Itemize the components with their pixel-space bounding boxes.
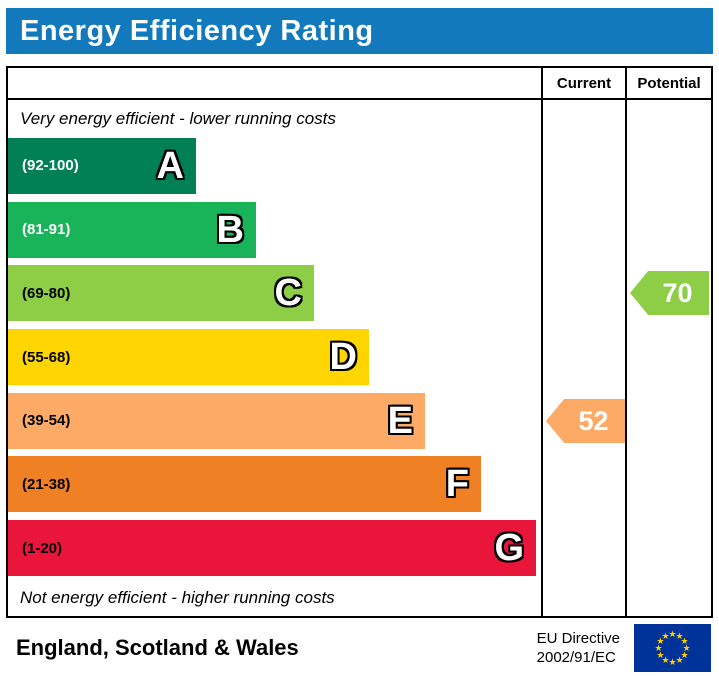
band-a-letter: A xyxy=(156,144,184,187)
band-list: (92-100) A (81-91) B (69-80) C xyxy=(8,134,541,580)
page-title: Energy Efficiency Rating xyxy=(20,14,374,47)
header-spacer xyxy=(8,68,541,98)
title-bar: Energy Efficiency Rating xyxy=(6,8,713,54)
band-e-range: (39-54) xyxy=(22,412,71,430)
svg-text:★: ★ xyxy=(668,630,676,640)
band-g-range: (1-20) xyxy=(22,539,63,557)
band-d-range: (55-68) xyxy=(22,348,71,366)
svg-text:★: ★ xyxy=(656,651,664,661)
current-column: 52 xyxy=(541,100,625,616)
potential-rating-pointer: 70 xyxy=(630,271,709,315)
svg-text:★: ★ xyxy=(656,637,664,647)
band-c-bar: (69-80) C xyxy=(8,265,314,322)
band-g-bar: (1-20) G xyxy=(8,520,536,577)
band-d: (55-68) D xyxy=(8,325,541,389)
band-c: (69-80) C xyxy=(8,261,541,325)
band-f-bar: (21-38) F xyxy=(8,456,481,513)
footer: England, Scotland & Wales EU Directive 2… xyxy=(6,622,713,674)
svg-text:★: ★ xyxy=(682,644,690,654)
table-header-row: Current Potential xyxy=(8,68,711,100)
current-rating-pointer: 52 xyxy=(546,399,625,443)
potential-column-header: Potential xyxy=(625,68,711,98)
current-column-header: Current xyxy=(541,68,625,98)
svg-text:★: ★ xyxy=(681,651,689,661)
band-f: (21-38) F xyxy=(8,453,541,517)
potential-column: 70 xyxy=(625,100,711,616)
band-d-letter: D xyxy=(329,336,357,379)
bands-area: Very energy efficient - lower running co… xyxy=(8,100,541,616)
table-body: Very energy efficient - lower running co… xyxy=(8,100,711,616)
eu-flag-icon: ★ ★ ★ ★ ★ ★ ★ ★ ★ ★ ★ ★ xyxy=(634,624,711,672)
band-a: (92-100) A xyxy=(8,134,541,198)
svg-text:★: ★ xyxy=(661,632,669,642)
band-a-bar: (92-100) A xyxy=(8,137,196,194)
band-d-bar: (55-68) D xyxy=(8,329,369,386)
band-f-range: (21-38) xyxy=(22,475,71,493)
band-g-letter: G xyxy=(494,527,524,570)
svg-text:★: ★ xyxy=(681,637,689,647)
band-c-letter: C xyxy=(274,272,302,315)
svg-text:★: ★ xyxy=(661,656,669,666)
bottom-note: Not energy efficient - higher running co… xyxy=(20,588,335,607)
band-b-range: (81-91) xyxy=(22,221,71,239)
band-e-bar: (39-54) E xyxy=(8,392,425,449)
band-e: (39-54) E xyxy=(8,389,541,453)
band-f-letter: F xyxy=(445,463,469,506)
band-c-range: (69-80) xyxy=(22,284,71,302)
current-rating-value: 52 xyxy=(578,405,609,436)
top-note: Very energy efficient - lower running co… xyxy=(20,109,336,128)
region-label: England, Scotland & Wales xyxy=(16,635,299,660)
band-g: (1-20) G xyxy=(8,516,541,580)
potential-rating-value: 70 xyxy=(662,277,693,308)
band-e-letter: E xyxy=(387,399,413,442)
rating-table: Current Potential Very energy efficient … xyxy=(6,66,713,618)
svg-text:★: ★ xyxy=(675,632,683,642)
band-b-letter: B xyxy=(216,208,244,251)
band-b-bar: (81-91) B xyxy=(8,201,256,258)
eu-directive-line1: EU Directive xyxy=(536,629,620,647)
svg-text:★: ★ xyxy=(668,658,676,668)
band-a-range: (92-100) xyxy=(22,157,79,175)
eu-directive-line2: 2002/91/EC xyxy=(536,649,616,666)
svg-text:★: ★ xyxy=(654,644,662,654)
band-b: (81-91) B xyxy=(8,198,541,262)
eu-directive-label: EU Directive 2002/91/EC xyxy=(537,629,634,668)
svg-text:★: ★ xyxy=(675,656,683,666)
